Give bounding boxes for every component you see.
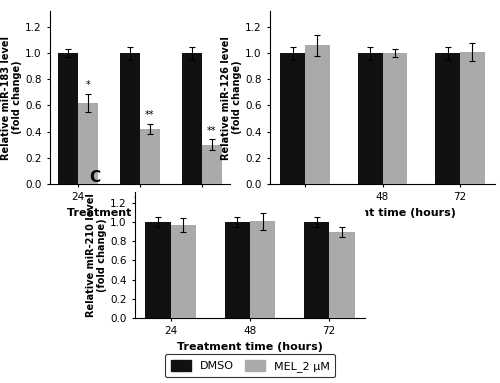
Bar (58, 53, 78, 184)
Y-axis label: Relative miR-210 level
(fold change): Relative miR-210 level (fold change) (86, 193, 108, 317)
Bar (171, 225, 196, 318)
Bar (304, 222, 329, 318)
Bar (250, 221, 276, 318)
Bar (182, 53, 202, 184)
X-axis label: Treatment time (hours): Treatment time (hours) (177, 342, 323, 352)
X-axis label: Treatment time (hours): Treatment time (hours) (67, 208, 213, 218)
Y-axis label: Relative miR-183 level
(fold change): Relative miR-183 level (fold change) (0, 36, 22, 160)
Legend: DMSO, MEL_2 μM: DMSO, MEL_2 μM (165, 354, 335, 377)
Bar (358, 53, 382, 184)
Text: **: ** (207, 126, 216, 136)
Bar (329, 232, 354, 318)
Bar (140, 129, 160, 184)
Text: *: * (86, 80, 90, 90)
Bar (120, 53, 140, 184)
Bar (78, 103, 98, 184)
Text: C: C (89, 170, 100, 185)
Bar (146, 222, 171, 318)
Bar (280, 53, 305, 184)
Bar (224, 222, 250, 318)
Bar (305, 46, 330, 184)
X-axis label: Treatment time (hours): Treatment time (hours) (310, 208, 456, 218)
Bar (382, 53, 407, 184)
Text: **: ** (145, 110, 154, 120)
Y-axis label: Relative miR-126 level
(fold change): Relative miR-126 level (fold change) (220, 36, 242, 160)
Text: B: B (214, 0, 226, 3)
Bar (435, 53, 460, 184)
Bar (202, 145, 222, 184)
Bar (460, 52, 485, 184)
Text: A: A (0, 0, 12, 3)
